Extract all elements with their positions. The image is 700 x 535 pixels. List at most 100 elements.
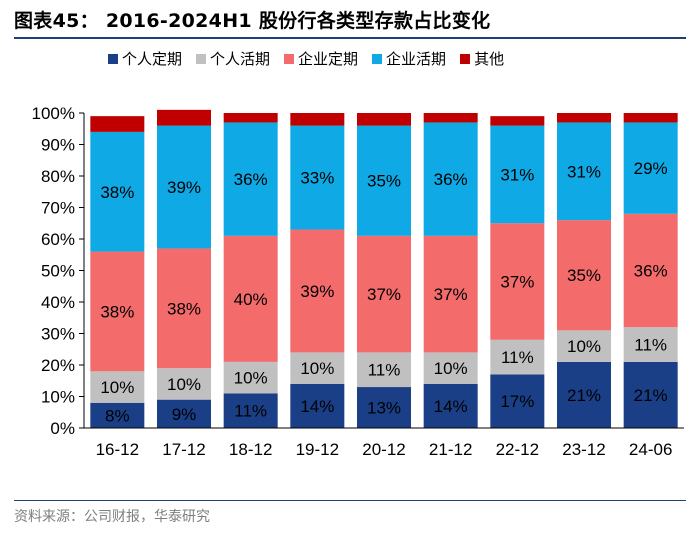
- legend-swatch: [196, 53, 207, 64]
- bar-segment: [423, 352, 478, 384]
- x-tick-label: 24-06: [629, 440, 672, 459]
- legend-label: 个人活期: [210, 50, 271, 68]
- y-tick-label: 20%: [41, 356, 75, 375]
- bar-segment: [623, 122, 678, 214]
- x-tick-label: 16-12: [96, 440, 139, 459]
- data-label: 11%: [634, 336, 667, 355]
- legend-label: 企业活期: [386, 50, 447, 68]
- x-tick-label: 20-12: [362, 440, 405, 459]
- bar-segment: [290, 229, 345, 353]
- bar-segment: [90, 131, 145, 252]
- bar-segment: [423, 113, 478, 123]
- y-tick-label: 10%: [41, 388, 75, 407]
- bar-segment: [357, 352, 411, 388]
- bar-segment: [490, 374, 545, 428]
- bar-segment: [90, 251, 145, 372]
- bar-segment: [290, 383, 345, 428]
- bar-segment: [357, 113, 411, 126]
- bar-segment: [157, 248, 211, 369]
- legend-swatch: [284, 53, 295, 64]
- chart-title: 图表45： 2016-2024H1 股份行各类型存款占比变化: [14, 10, 491, 32]
- data-label: 14%: [300, 397, 334, 416]
- data-label: 31%: [567, 162, 601, 181]
- y-tick-label: 90%: [41, 136, 75, 155]
- data-label: 39%: [167, 178, 201, 197]
- x-tick-label: 21-12: [429, 440, 472, 459]
- y-tick-label: 40%: [41, 293, 75, 312]
- bar-segment: [423, 122, 478, 236]
- data-label: 10%: [234, 369, 268, 388]
- source-note: 资料来源：公司财报，华泰研究: [14, 509, 210, 525]
- bar-segment: [557, 361, 611, 428]
- data-label: 36%: [234, 170, 268, 189]
- bar-segment: [357, 387, 411, 428]
- data-label: 8%: [105, 406, 130, 425]
- data-label: 29%: [634, 159, 668, 178]
- legend-swatch: [372, 53, 383, 64]
- data-label: 40%: [234, 290, 268, 309]
- y-tick-label: 100%: [32, 104, 75, 123]
- x-tick-label: 18-12: [229, 440, 272, 459]
- data-label: 38%: [100, 302, 134, 321]
- data-label: 37%: [500, 273, 534, 292]
- legend-label: 其他: [474, 50, 505, 68]
- bar-segment: [623, 327, 678, 362]
- bar-segment: [557, 113, 611, 123]
- bar-segment: [623, 213, 678, 328]
- bar-segment: [290, 352, 345, 384]
- y-tick-label: 70%: [41, 199, 75, 218]
- bar-segment: [423, 235, 478, 353]
- bar-segment: [623, 361, 678, 428]
- legend: 个人定期 个人活期 企业定期 企业活期 其他: [108, 48, 504, 69]
- data-label: 36%: [634, 262, 668, 281]
- bar-segment: [490, 116, 545, 126]
- bar-segment: [90, 371, 145, 403]
- bar-segment: [223, 393, 278, 428]
- data-label: 13%: [367, 399, 401, 418]
- title-rule: [14, 37, 686, 39]
- data-label: 37%: [434, 285, 468, 304]
- data-label: 10%: [434, 359, 468, 378]
- bar-segment: [290, 125, 345, 230]
- y-tick-label: 50%: [41, 262, 75, 281]
- bar-segment: [490, 125, 545, 224]
- source-rule: [14, 500, 686, 501]
- bar-segment: [423, 383, 478, 428]
- legend-swatch: [460, 53, 471, 64]
- data-label: 10%: [300, 359, 334, 378]
- bar-segment: [357, 235, 411, 353]
- bar-segment: [557, 220, 611, 331]
- data-label: 10%: [567, 337, 601, 356]
- data-label: 33%: [300, 169, 334, 188]
- bar-segment: [157, 399, 211, 428]
- data-label: 11%: [501, 348, 534, 367]
- legend-item: 企业活期: [372, 48, 446, 69]
- y-tick-label: 80%: [41, 167, 75, 186]
- data-label: 37%: [367, 285, 401, 304]
- legend-swatch: [108, 53, 118, 64]
- stacked-bar-chart: 0% 10% 20% 30% 40% 50% 60% 70% 80% 90% 100% 8% 10% 38…: [32, 104, 684, 459]
- bar-segment: [223, 122, 278, 236]
- bar-segment: [557, 122, 611, 221]
- x-tick-label: 22-12: [496, 440, 539, 459]
- data-label: 17%: [500, 392, 534, 411]
- bar-segment: [90, 402, 145, 428]
- data-label: 35%: [567, 266, 601, 285]
- data-label: 38%: [100, 183, 134, 202]
- y-tick-label: 30%: [41, 325, 75, 344]
- legend-item: 个人定期: [108, 48, 182, 69]
- bar-segment: [357, 125, 411, 236]
- bar-segment: [157, 125, 211, 249]
- data-label: 14%: [434, 397, 468, 416]
- legend-label: 个人定期: [122, 50, 183, 68]
- bar-segment: [490, 223, 545, 340]
- data-label: 10%: [100, 378, 134, 397]
- x-tick-label: 17-12: [162, 440, 205, 459]
- data-label: 9%: [172, 405, 197, 424]
- data-label: 11%: [234, 402, 267, 421]
- legend-item: 其他: [460, 48, 504, 69]
- bar-segment: [157, 109, 211, 126]
- bar-segment: [223, 113, 278, 123]
- y-tick-label: 0%: [50, 419, 75, 438]
- legend-item: 个人活期: [196, 48, 270, 69]
